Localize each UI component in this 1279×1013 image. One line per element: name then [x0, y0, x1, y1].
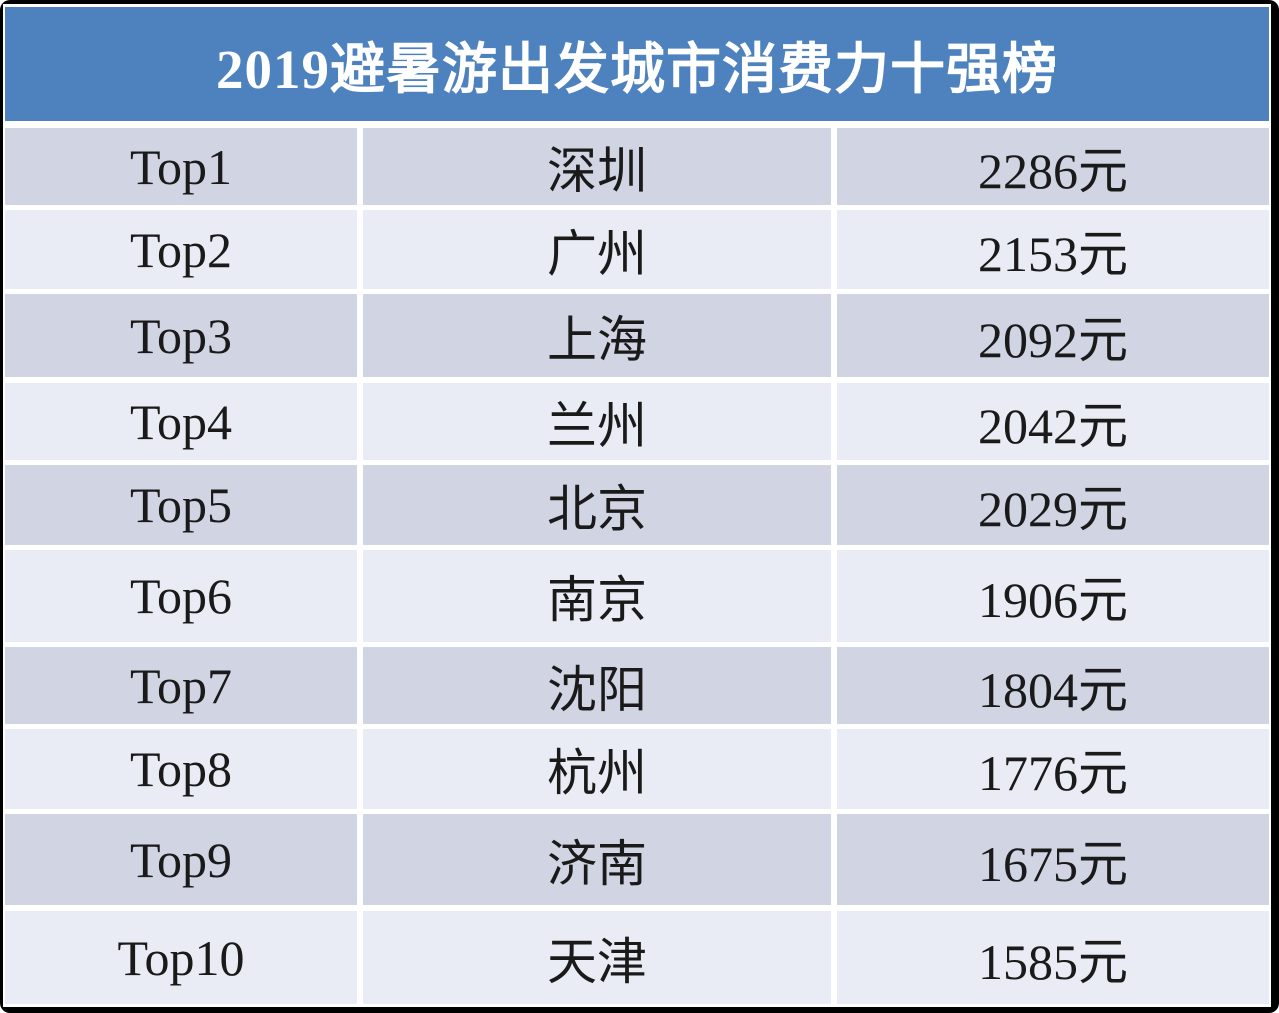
- city-cell: 济南: [363, 814, 831, 905]
- table-row-top10: Top10 天津 1585元: [5, 911, 1269, 1004]
- table-row-top7: Top7 沈阳 1804元: [5, 647, 1269, 724]
- amount-cell: 1804元: [837, 647, 1269, 724]
- table-row-top3: Top3 上海 2092元: [5, 294, 1269, 377]
- amount-cell: 1675元: [837, 814, 1269, 905]
- city-cell: 广州: [363, 210, 831, 289]
- rank-cell: Top4: [5, 383, 357, 460]
- rank-cell: Top10: [5, 911, 357, 1004]
- rank-cell: Top3: [5, 294, 357, 377]
- amount-cell: 2153元: [837, 210, 1269, 289]
- table-row-top5: Top5 北京 2029元: [5, 465, 1269, 545]
- city-cell: 北京: [363, 465, 831, 545]
- city-cell: 南京: [363, 550, 831, 642]
- ranking-rows: Top1 深圳 2286元 Top2 广州 2153元 Top3 上海 2092…: [5, 128, 1269, 1004]
- table-row-top2: Top2 广州 2153元: [5, 210, 1269, 289]
- rank-cell: Top8: [5, 729, 357, 809]
- table-row-top8: Top8 杭州 1776元: [5, 729, 1269, 809]
- city-cell: 上海: [363, 294, 831, 377]
- city-cell: 沈阳: [363, 647, 831, 724]
- amount-cell: 2029元: [837, 465, 1269, 545]
- city-cell: 杭州: [363, 729, 831, 809]
- rank-cell: Top7: [5, 647, 357, 724]
- rank-cell: Top2: [5, 210, 357, 289]
- table-row-top4: Top4 兰州 2042元: [5, 383, 1269, 460]
- rank-cell: Top5: [5, 465, 357, 545]
- table-row-top6: Top6 南京 1906元: [5, 550, 1269, 642]
- city-cell: 天津: [363, 911, 831, 1004]
- rank-cell: Top9: [5, 814, 357, 905]
- table-row-top1: Top1 深圳 2286元: [5, 128, 1269, 205]
- table-canvas: 2019避暑游出发城市消费力十强榜 Top1 深圳 2286元 Top2 广州 …: [3, 4, 1271, 1007]
- table-row-top9: Top9 济南 1675元: [5, 814, 1269, 905]
- amount-cell: 2286元: [837, 128, 1269, 205]
- amount-cell: 1776元: [837, 729, 1269, 809]
- amount-cell: 1585元: [837, 911, 1269, 1004]
- amount-cell: 2042元: [837, 383, 1269, 460]
- rank-cell: Top1: [5, 128, 357, 205]
- table-title-bar: 2019避暑游出发城市消费力十强榜: [5, 7, 1269, 121]
- rank-cell: Top6: [5, 550, 357, 642]
- city-cell: 深圳: [363, 128, 831, 205]
- city-cell: 兰州: [363, 383, 831, 460]
- table-title: 2019避暑游出发城市消费力十强榜: [215, 39, 1058, 100]
- amount-cell: 2092元: [837, 294, 1269, 377]
- amount-cell: 1906元: [837, 550, 1269, 642]
